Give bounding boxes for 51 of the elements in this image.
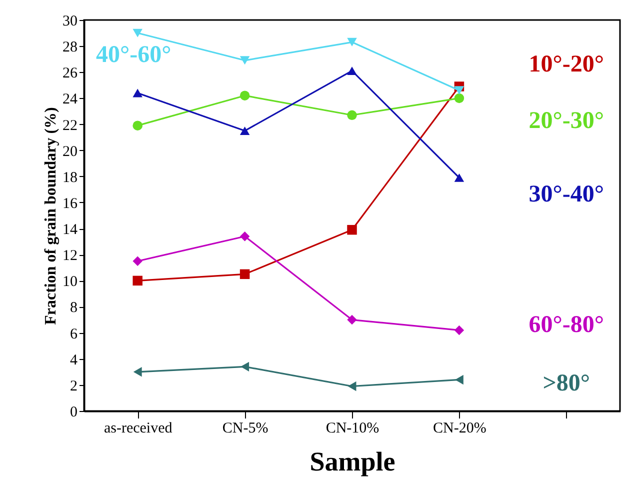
point <box>132 88 142 98</box>
y-tick-label: 14 <box>62 222 78 238</box>
x-tick-label: CN-10% <box>326 420 380 436</box>
point <box>454 86 464 95</box>
y-tick-label: 8 <box>70 300 78 316</box>
point <box>348 381 356 392</box>
text: 20°-30° <box>528 108 604 134</box>
point <box>132 256 142 266</box>
x-tick-label: CN-5% <box>222 420 268 436</box>
y-tick-label: 24 <box>62 92 78 108</box>
text: 60°-80° <box>528 312 604 338</box>
point <box>240 126 250 136</box>
y-tick-label: 12 <box>62 248 78 264</box>
x-tick-label: as-received <box>104 420 173 436</box>
point <box>347 314 357 325</box>
text: >80° <box>542 370 590 397</box>
point <box>240 362 250 372</box>
series-label: 40°-60° <box>96 42 172 68</box>
point <box>454 325 464 336</box>
y-axis-title: Fraction of grain boundary (%) <box>42 107 60 325</box>
point <box>454 374 464 385</box>
y-tick-label: 10 <box>62 274 78 290</box>
y-tick-label: 4 <box>70 352 78 368</box>
point <box>347 110 357 120</box>
y-tick-label: 30 <box>62 14 78 30</box>
text: 30°-40° <box>528 182 604 208</box>
y-tick-label: 28 <box>62 40 78 56</box>
point <box>240 269 250 280</box>
y-tick-label: 26 <box>62 66 78 82</box>
x-tick-label: CN-20% <box>433 420 486 436</box>
point <box>240 56 250 65</box>
point <box>240 90 250 100</box>
y-tick-label: 20 <box>62 144 78 160</box>
y-tick-label: 0 <box>70 404 78 420</box>
point <box>132 276 142 286</box>
y-tick-label: 16 <box>62 196 78 212</box>
x-axis-title: Sample <box>310 446 396 476</box>
y-tick-label: 18 <box>62 170 78 186</box>
point <box>240 231 250 242</box>
point <box>132 28 142 38</box>
point <box>454 93 464 104</box>
point <box>133 367 142 377</box>
point <box>454 173 464 182</box>
point <box>347 66 357 76</box>
y-tick-label: 22 <box>62 118 78 134</box>
text: 10°-20° <box>528 51 604 78</box>
point <box>347 38 357 46</box>
point <box>347 224 357 235</box>
point <box>132 120 142 130</box>
y-tick-label: 2 <box>70 378 78 394</box>
y-tick-label: 6 <box>70 326 78 342</box>
